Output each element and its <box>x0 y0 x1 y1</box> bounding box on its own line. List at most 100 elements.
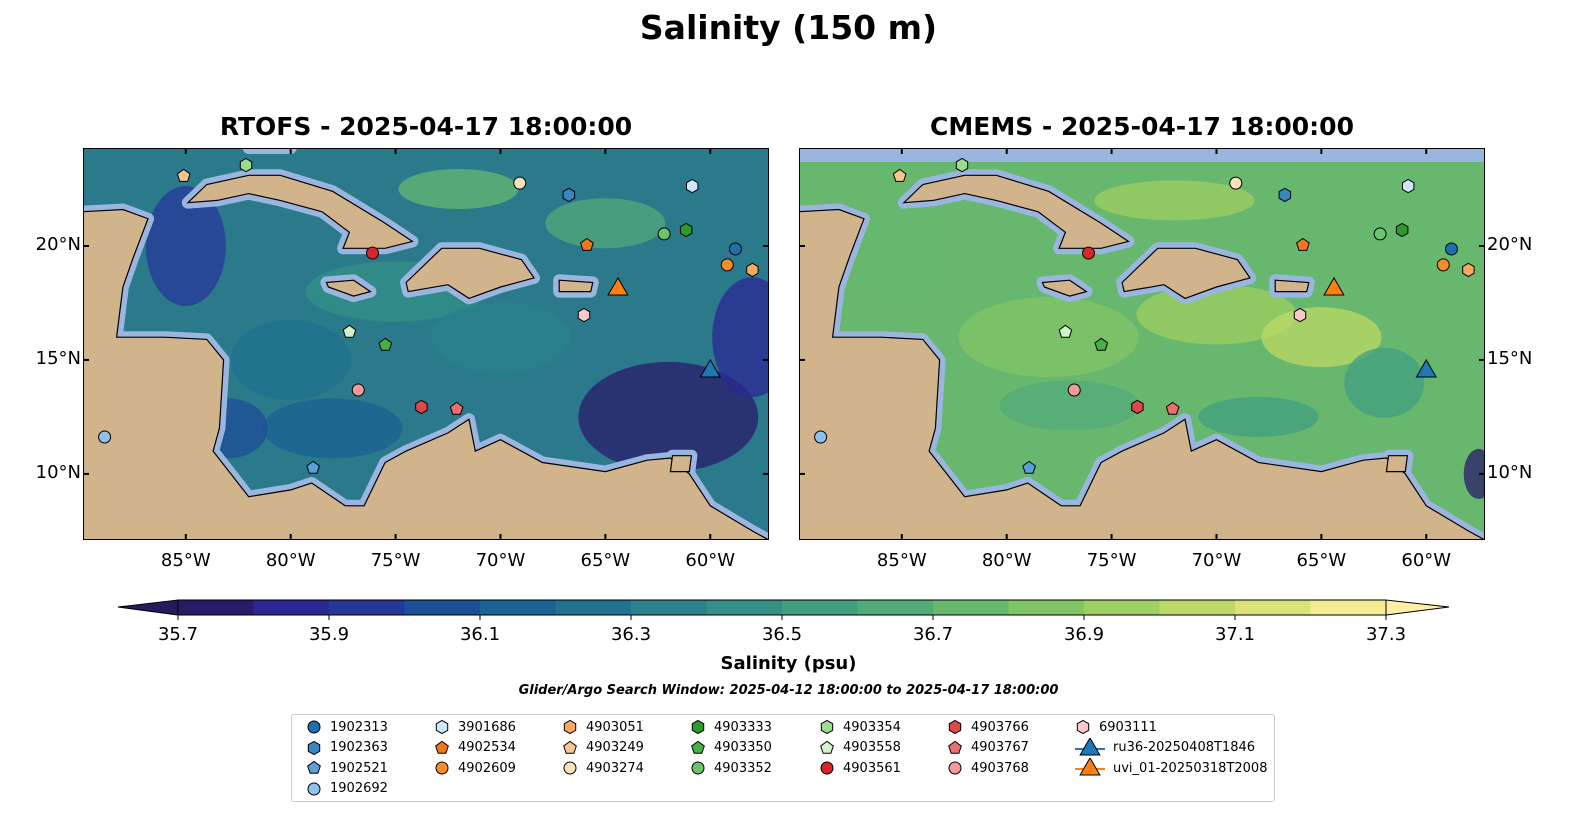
marker-6903111 <box>1076 719 1090 735</box>
marker-ru36-20250408T1846 <box>1079 737 1101 755</box>
hexagon-marker-icon <box>307 740 321 755</box>
hexagon-marker-icon <box>435 719 449 735</box>
marker-4903249 <box>176 168 191 182</box>
salinity-eddy <box>1344 347 1425 418</box>
legend-item: 4903051 <box>562 717 644 737</box>
land-trinidad <box>669 455 693 473</box>
legend-label: 1902363 <box>330 740 388 755</box>
hexagon-marker-icon <box>820 719 834 735</box>
marker-4903354 <box>239 157 253 173</box>
legend-label: 4903249 <box>586 740 644 755</box>
marker-3901686 <box>435 719 449 735</box>
marker-4903561 <box>366 246 380 260</box>
marker-4903350 <box>1094 337 1109 351</box>
marker-4903249 <box>892 168 907 182</box>
colorbar-bin <box>857 600 934 615</box>
legend-item: 1902313 <box>306 717 388 737</box>
hexagon-marker-icon <box>691 719 705 735</box>
marker-4903350 <box>691 740 705 754</box>
pentagon-marker-icon <box>563 740 577 754</box>
marker-ru36-20250408T1846 <box>1415 358 1437 378</box>
marker-4902534 <box>435 740 449 754</box>
figure-title: Salinity (150 m) <box>639 8 938 47</box>
colorbar-bin <box>178 600 254 615</box>
colorbar-bin <box>706 600 783 615</box>
marker-4903350 <box>378 337 393 351</box>
marker-4903051 <box>746 262 759 278</box>
salinity-eddy <box>1094 180 1255 221</box>
marker-4903766 <box>1131 399 1144 415</box>
rtofs-panel-title: RTOFS - 2025-04-17 18:00:00 <box>219 112 633 141</box>
marker-4903767 <box>948 740 962 754</box>
marker-1902313 <box>1444 242 1458 256</box>
marker-3901686 <box>1402 178 1415 194</box>
lon-tick-label: 80°W <box>981 550 1032 571</box>
lon-tick-label: 75°W <box>370 550 421 571</box>
colorbar-bin <box>1159 600 1236 615</box>
salinity-eddy <box>230 319 351 400</box>
marker-4902609 <box>1436 258 1450 272</box>
circle-marker-icon <box>435 761 449 775</box>
colorbar-bin <box>631 600 707 615</box>
legend: 1902313 1902363 1902521 1902692 3901686 49025… <box>291 714 1275 802</box>
circle-marker-icon <box>307 782 321 795</box>
marker-ru36-20250408T1846 <box>699 358 721 378</box>
marker-4902534 <box>580 237 594 251</box>
legend-label: 4903558 <box>843 740 901 755</box>
legend-label: uvi_01-20250318T2008 <box>1113 760 1268 776</box>
legend-item: 4903766 <box>947 717 1029 737</box>
legend-item: 4903350 <box>690 738 772 758</box>
circle-marker-icon <box>563 761 577 775</box>
marker-4903558 <box>342 324 357 338</box>
colorbar-extend-over <box>1385 599 1450 616</box>
legend-item: 3901686 <box>434 717 516 737</box>
marker-uvi_01-20250318T2008 <box>1323 276 1345 296</box>
marker-4903333 <box>691 719 705 735</box>
search-window-text: Glider/Argo Search Window: 2025-04-12 18… <box>518 683 1059 698</box>
hexagon-marker-icon <box>1076 719 1090 735</box>
marker-4903274 <box>563 761 577 775</box>
colorbar-bin <box>329 600 405 615</box>
legend-item: 4903561 <box>819 758 901 778</box>
land-puerto_rico <box>558 279 594 293</box>
colorbar-tick-label: 36.9 <box>1063 624 1105 645</box>
marker-4902609 <box>435 761 449 775</box>
salinity-eddy <box>430 302 571 373</box>
lon-tick-label: 70°W <box>1191 550 1242 571</box>
legend-item: ru36-20250408T1846 <box>1075 737 1255 758</box>
legend-label: 4903051 <box>586 719 644 735</box>
legend-label: 4903274 <box>586 760 644 776</box>
legend-label: 4903766 <box>971 719 1029 735</box>
salinity-eddy <box>1463 448 1485 499</box>
legend-label: 4903354 <box>843 719 901 735</box>
lon-tick-label: 60°W <box>685 550 736 571</box>
land-jamaica <box>325 279 372 297</box>
salinity-eddy <box>578 361 759 472</box>
legend-item: 1902692 <box>306 779 388 799</box>
lat-tick-label: 15°N <box>1487 347 1533 369</box>
salinity-eddy <box>545 198 666 249</box>
salinity-eddy <box>145 186 226 306</box>
legend-item: 1902521 <box>306 758 388 778</box>
hexagon-marker-icon <box>563 719 577 735</box>
marker-1902692 <box>98 430 112 444</box>
map-frame <box>83 148 769 540</box>
marker-4903333 <box>1395 222 1409 238</box>
legend-label: 4902534 <box>458 740 516 755</box>
marker-3901686 <box>686 178 699 194</box>
colorbar-bin <box>1008 600 1085 615</box>
land-cuba <box>902 174 1130 249</box>
salinity-eddy <box>861 196 942 296</box>
salinity-eddy <box>1261 307 1382 368</box>
legend-label: 1902313 <box>330 719 388 735</box>
marker-4903274 <box>513 176 527 190</box>
legend-label: 3901686 <box>458 719 516 735</box>
salinity-eddy <box>398 169 519 210</box>
colorbar-bin <box>933 600 1009 615</box>
legend-item: 4903333 <box>690 717 772 737</box>
lon-tick-label: 85°W <box>876 550 927 571</box>
colorbar-tick-label: 35.7 <box>157 624 199 645</box>
colorbar-tick-label: 35.9 <box>308 624 350 645</box>
colorbar-bin <box>404 600 481 615</box>
